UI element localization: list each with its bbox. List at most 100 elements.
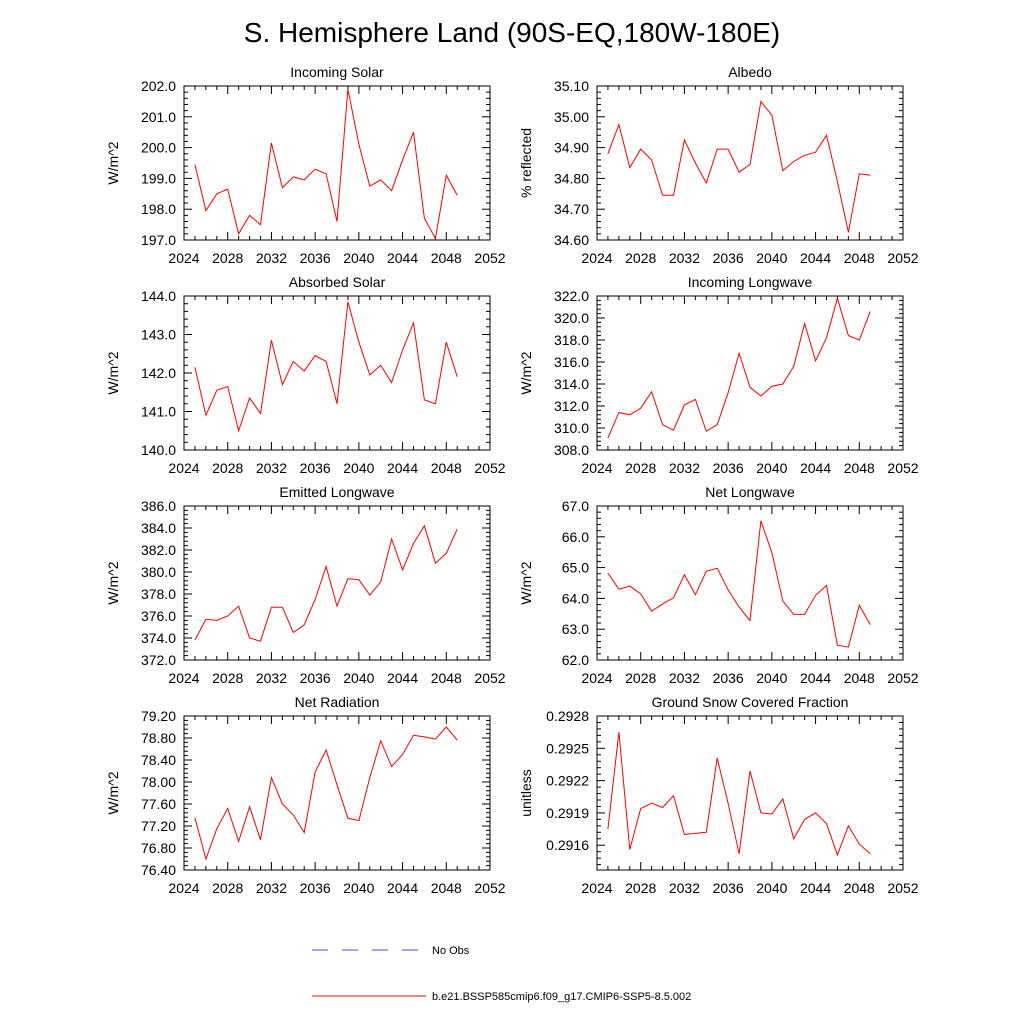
x-tick-label: 2052 bbox=[474, 670, 505, 686]
y-tick-label: 201.0 bbox=[141, 109, 176, 125]
y-tick-label: 77.60 bbox=[141, 796, 176, 812]
panel-emitted-longwave: Emitted Longwave W/m^2 2024 2028 2032 2036 204… bbox=[105, 484, 506, 686]
x-tick-label: 2044 bbox=[387, 250, 418, 266]
y-tick-label: 310.0 bbox=[554, 420, 589, 436]
y-axis-label: unitless bbox=[518, 769, 534, 816]
y-tick-label: 308.0 bbox=[554, 442, 589, 458]
x-tick-label: 2024 bbox=[168, 250, 199, 266]
y-tick-label: 78.40 bbox=[141, 752, 176, 768]
x-tick-label: 2040 bbox=[756, 880, 787, 896]
series-line bbox=[607, 520, 871, 648]
x-tick-label: 2040 bbox=[343, 250, 374, 266]
panel-incoming-solar: Incoming Solar W/m^2 2024 2028 2032 2036 2040 2… bbox=[105, 64, 506, 266]
y-tick-label: 67.0 bbox=[562, 498, 589, 514]
x-tick-label: 2040 bbox=[343, 460, 374, 476]
y-axis-label: W/m^2 bbox=[518, 561, 534, 604]
x-tick-label: 2036 bbox=[300, 250, 331, 266]
panel-title: Net Radiation bbox=[295, 694, 380, 710]
series-line bbox=[194, 301, 458, 433]
y-tick-label: 378.0 bbox=[141, 586, 176, 602]
y-tick-label: 198.0 bbox=[141, 201, 176, 217]
x-tick-label: 2032 bbox=[669, 880, 700, 896]
x-tick-label: 2036 bbox=[300, 460, 331, 476]
x-tick-label: 2040 bbox=[756, 250, 787, 266]
y-axis-label: W/m^2 bbox=[105, 351, 121, 394]
x-tick-label: 2052 bbox=[474, 460, 505, 476]
y-tick-label: 384.0 bbox=[141, 520, 176, 536]
x-tick-label: 2024 bbox=[168, 460, 199, 476]
x-tick-label: 2028 bbox=[212, 250, 243, 266]
series-line bbox=[194, 524, 458, 642]
x-tick-label: 2032 bbox=[256, 250, 287, 266]
y-tick-label: 0.2916 bbox=[546, 837, 589, 853]
x-tick-label: 2052 bbox=[887, 250, 918, 266]
x-tick-label: 2032 bbox=[669, 460, 700, 476]
x-tick-label: 2052 bbox=[887, 880, 918, 896]
y-tick-label: 78.80 bbox=[141, 730, 176, 746]
x-tick-label: 2032 bbox=[256, 670, 287, 686]
y-tick-label: 0.2919 bbox=[546, 805, 589, 821]
panel-absorbed-solar: Absorbed Solar W/m^2 2024 2028 2032 2036 2040 2… bbox=[105, 274, 506, 476]
y-tick-label: 386.0 bbox=[141, 498, 176, 514]
y-tick-label: 77.20 bbox=[141, 818, 176, 834]
y-tick-label: 34.60 bbox=[554, 232, 589, 248]
y-tick-label: 0.2922 bbox=[546, 773, 589, 789]
y-tick-label: 322.0 bbox=[554, 288, 589, 304]
x-tick-label: 2024 bbox=[168, 880, 199, 896]
x-tick-label: 2052 bbox=[887, 670, 918, 686]
y-tick-label: 0.2928 bbox=[546, 708, 589, 724]
y-tick-label: 76.80 bbox=[141, 840, 176, 856]
x-tick-label: 2036 bbox=[713, 670, 744, 686]
y-axis-label: % reflected bbox=[518, 128, 534, 198]
y-tick-label: 312.0 bbox=[554, 398, 589, 414]
y-tick-label: 200.0 bbox=[141, 140, 176, 156]
x-tick-label: 2048 bbox=[844, 460, 875, 476]
y-tick-label: 143.0 bbox=[141, 327, 176, 343]
x-tick-label: 2044 bbox=[387, 460, 418, 476]
y-tick-label: 141.0 bbox=[141, 404, 176, 420]
y-tick-label: 144.0 bbox=[141, 288, 176, 304]
series-line bbox=[607, 296, 871, 439]
panel-title: Absorbed Solar bbox=[289, 274, 386, 290]
y-tick-label: 316.0 bbox=[554, 354, 589, 370]
y-tick-label: 62.0 bbox=[562, 652, 589, 668]
y-tick-label: 320.0 bbox=[554, 310, 589, 326]
y-tick-label: 63.0 bbox=[562, 621, 589, 637]
legend-obs-label: No Obs bbox=[432, 945, 470, 957]
y-tick-label: 199.0 bbox=[141, 170, 176, 186]
y-tick-label: 374.0 bbox=[141, 630, 176, 646]
y-tick-label: 142.0 bbox=[141, 365, 176, 381]
panel-title: Emitted Longwave bbox=[279, 484, 394, 500]
x-tick-label: 2040 bbox=[756, 460, 787, 476]
y-axis-label: W/m^2 bbox=[105, 771, 121, 814]
y-tick-label: 197.0 bbox=[141, 232, 176, 248]
x-tick-label: 2044 bbox=[800, 250, 831, 266]
series-line bbox=[607, 100, 871, 233]
x-tick-label: 2028 bbox=[625, 460, 656, 476]
x-tick-label: 2032 bbox=[256, 880, 287, 896]
y-tick-label: 35.10 bbox=[554, 78, 589, 94]
x-tick-label: 2040 bbox=[343, 670, 374, 686]
x-tick-label: 2028 bbox=[212, 460, 243, 476]
x-tick-label: 2024 bbox=[581, 880, 612, 896]
series-line bbox=[194, 89, 458, 240]
y-tick-label: 78.00 bbox=[141, 774, 176, 790]
x-tick-label: 2044 bbox=[387, 670, 418, 686]
x-tick-label: 2028 bbox=[625, 880, 656, 896]
y-axis-label: W/m^2 bbox=[105, 141, 121, 184]
x-tick-label: 2048 bbox=[431, 670, 462, 686]
y-tick-label: 318.0 bbox=[554, 332, 589, 348]
y-tick-label: 314.0 bbox=[554, 376, 589, 392]
panel-net-longwave: Net Longwave W/m^2 2024 2028 2032 2036 2040 204… bbox=[518, 484, 919, 686]
x-tick-label: 2028 bbox=[212, 880, 243, 896]
x-tick-label: 2044 bbox=[800, 880, 831, 896]
x-tick-label: 2032 bbox=[669, 250, 700, 266]
x-tick-label: 2036 bbox=[300, 880, 331, 896]
x-tick-label: 2048 bbox=[431, 880, 462, 896]
x-tick-label: 2036 bbox=[300, 670, 331, 686]
y-tick-label: 376.0 bbox=[141, 608, 176, 624]
panel-title: Net Longwave bbox=[705, 484, 795, 500]
y-tick-label: 140.0 bbox=[141, 442, 176, 458]
